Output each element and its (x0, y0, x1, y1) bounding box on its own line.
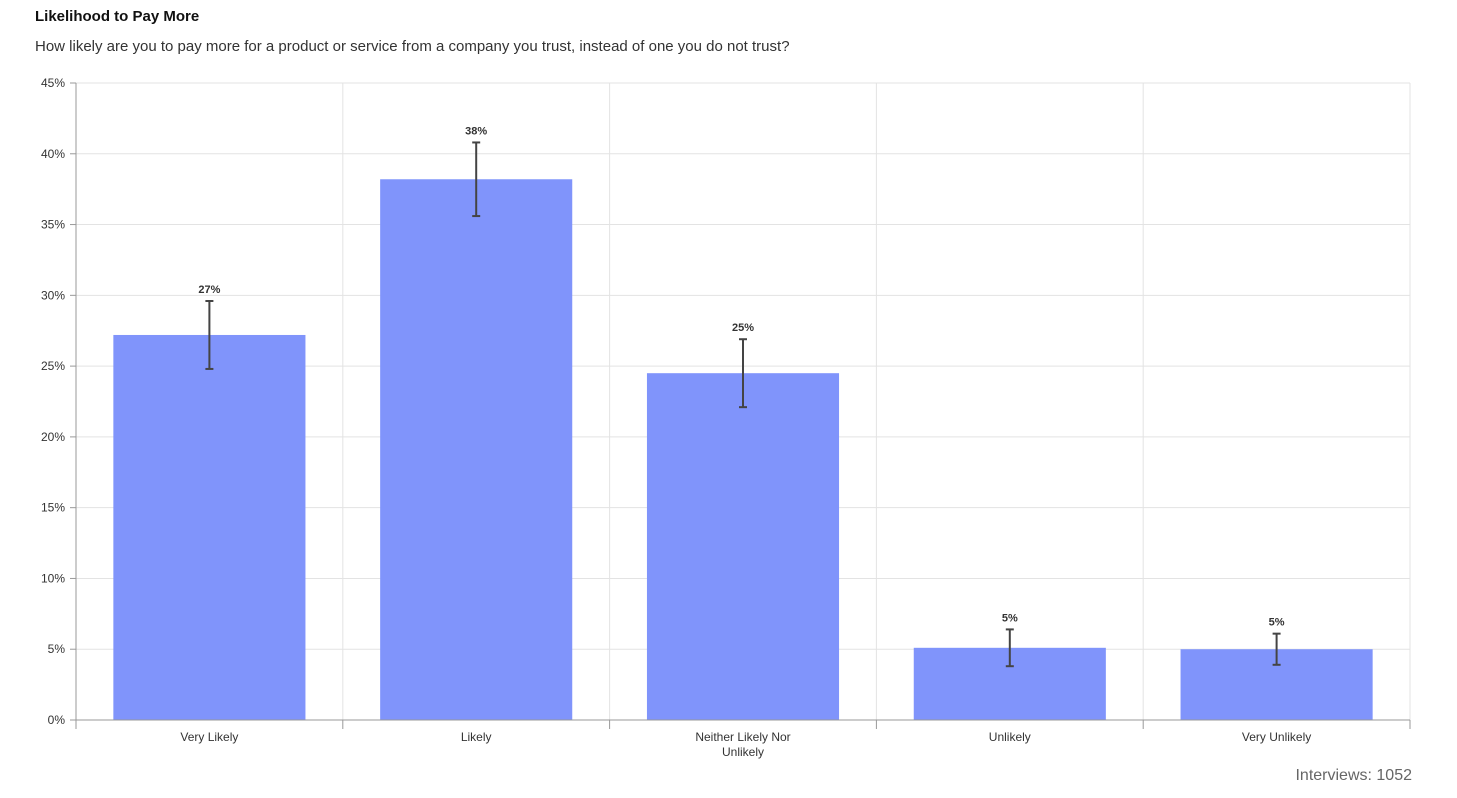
error-bar (472, 141, 481, 218)
y-tick-label: 30% (41, 288, 65, 302)
value-label: 38% (465, 125, 487, 137)
y-tick-label: 35% (41, 218, 65, 232)
x-tick-label: Very Likely (180, 730, 238, 744)
bar (113, 334, 306, 720)
y-tick-label: 15% (41, 501, 65, 515)
x-tick-label: Neither Likely Nor Unlikely (695, 730, 790, 759)
error-bar (1272, 632, 1281, 666)
chart-subtitle: How likely are you to pay more for a pro… (35, 38, 790, 55)
value-label: 25% (732, 322, 754, 334)
bars (113, 179, 1373, 720)
y-tick-label: 45% (41, 76, 65, 90)
error-bar (739, 338, 747, 409)
y-tick-label: 40% (41, 147, 65, 161)
y-tick-label: 0% (48, 713, 66, 727)
axes: 0% 5% 10% 15% 20% 25% 30% 35% 40% 45% Very Likely L… (41, 76, 1411, 759)
value-label: 5% (1002, 612, 1018, 624)
y-tick-label: 10% (41, 571, 65, 585)
bar (646, 373, 840, 720)
value-label: 5% (1269, 617, 1285, 629)
y-tick-label: 20% (41, 430, 65, 444)
x-tick-label: Very Unlikely (1242, 730, 1311, 744)
bar (380, 179, 573, 720)
x-tick-label: Likely (461, 730, 492, 744)
value-label: 27% (198, 284, 220, 296)
error-bar (1005, 628, 1014, 668)
error-bars (205, 141, 1281, 668)
y-tick-label: 5% (48, 642, 66, 656)
interviews-count: Interviews: 1052 (1295, 767, 1412, 784)
chart-title: Likelihood to Pay More (35, 8, 200, 25)
error-bar (205, 299, 214, 370)
x-tick-label: Unlikely (989, 730, 1031, 744)
data-labels: 27% 38% 25% 5% 5% (198, 125, 1284, 628)
y-tick-label: 25% (41, 359, 65, 373)
